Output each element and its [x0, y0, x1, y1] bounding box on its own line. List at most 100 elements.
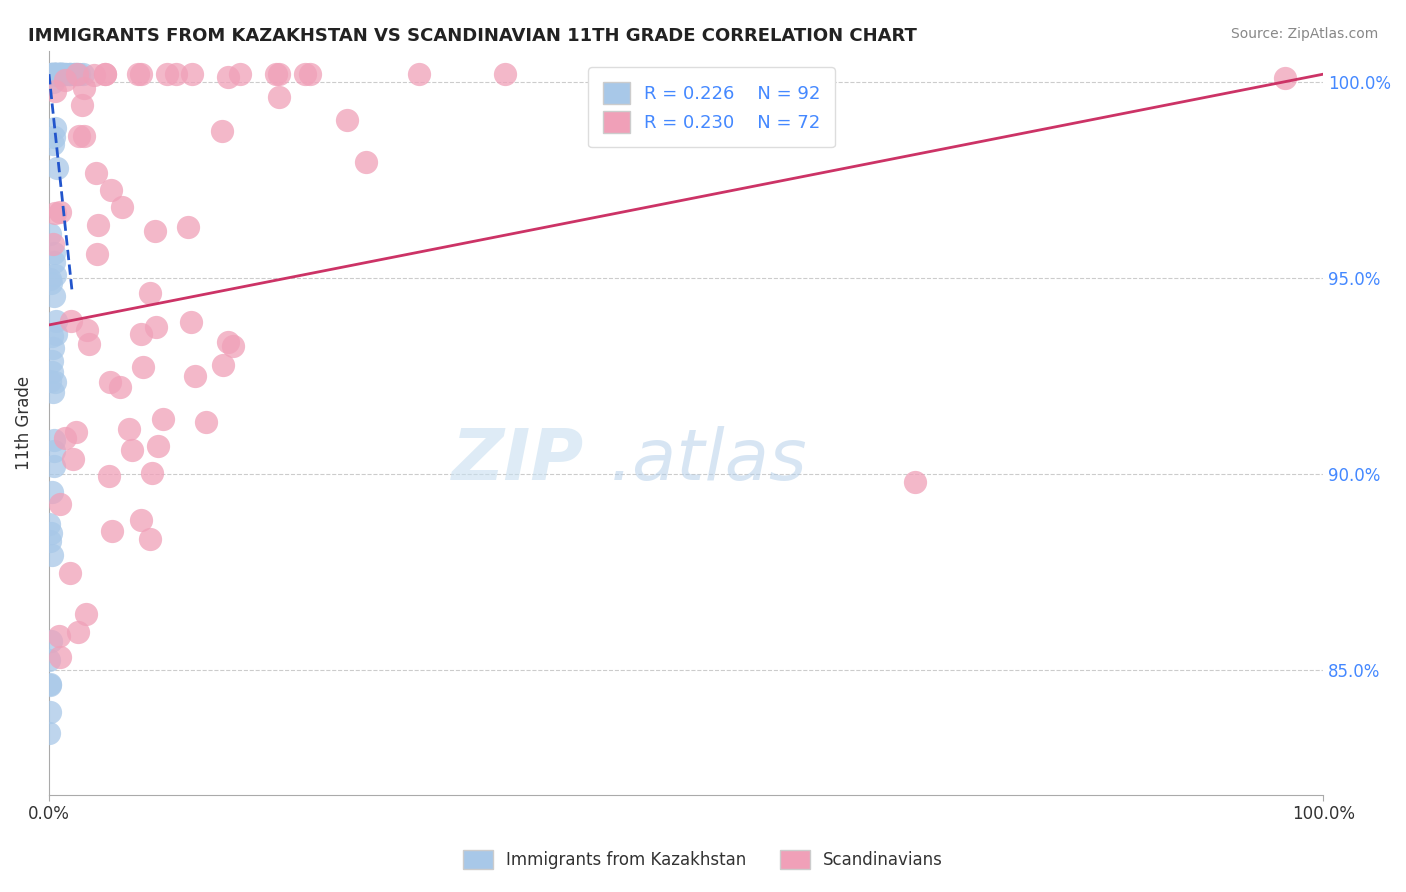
Point	[180, 315, 202, 329]
Point	[49, 67, 72, 81]
Point	[45, 327, 67, 342]
Point	[44, 67, 66, 81]
Point	[42, 67, 65, 81]
Point	[55, 67, 77, 81]
Point	[41, 67, 63, 81]
Point	[298, 67, 321, 81]
Y-axis label: 11th Grade: 11th Grade	[15, 376, 32, 470]
Point	[44, 121, 66, 136]
Point	[42, 236, 65, 251]
Point	[194, 415, 217, 429]
Text: .atlas: .atlas	[610, 425, 807, 494]
Point	[42, 67, 65, 81]
Point	[49, 650, 72, 665]
Point	[45, 67, 67, 81]
Point	[59, 67, 82, 81]
Point	[66, 67, 89, 81]
Point	[72, 81, 94, 95]
Point	[51, 67, 73, 81]
Point	[53, 72, 76, 87]
Point	[46, 67, 69, 81]
Point	[41, 485, 63, 500]
Point	[143, 223, 166, 237]
Point	[48, 497, 70, 511]
Point	[86, 247, 108, 261]
Point	[59, 67, 82, 81]
Point	[264, 67, 287, 81]
Point	[118, 422, 141, 436]
Point	[38, 516, 60, 531]
Point	[39, 374, 62, 388]
Point	[39, 67, 62, 81]
Legend: R = 0.226    N = 92, R = 0.230    N = 72: R = 0.226 N = 92, R = 0.230 N = 72	[588, 67, 835, 147]
Point	[39, 533, 62, 548]
Point	[49, 67, 72, 81]
Point	[52, 67, 75, 81]
Point	[132, 360, 155, 375]
Point	[52, 67, 75, 81]
Point	[75, 607, 97, 622]
Point	[93, 67, 115, 81]
Point	[336, 112, 359, 127]
Point	[156, 67, 179, 81]
Point	[65, 425, 87, 439]
Point	[70, 98, 93, 112]
Point	[48, 67, 70, 81]
Point	[48, 67, 70, 81]
Point	[45, 67, 67, 81]
Point	[211, 123, 233, 137]
Point	[46, 67, 69, 81]
Point	[217, 334, 239, 349]
Point	[83, 68, 105, 82]
Point	[51, 67, 73, 81]
Point	[44, 67, 66, 81]
Point	[53, 432, 76, 446]
Point	[108, 380, 131, 394]
Point	[408, 67, 430, 81]
Point	[44, 289, 66, 303]
Point	[49, 67, 72, 81]
Point	[100, 183, 122, 197]
Point	[45, 161, 67, 176]
Point	[66, 67, 89, 81]
Point	[51, 67, 73, 81]
Text: Source: ZipAtlas.com: Source: ZipAtlas.com	[1230, 27, 1378, 41]
Point	[41, 329, 63, 343]
Point	[39, 526, 62, 541]
Point	[42, 443, 65, 458]
Point	[145, 320, 167, 334]
Point	[59, 566, 82, 580]
Point	[38, 271, 60, 285]
Point	[121, 442, 143, 457]
Point	[63, 67, 86, 81]
Point	[212, 359, 235, 373]
Point	[267, 90, 290, 104]
Point	[53, 67, 76, 81]
Point	[41, 67, 63, 81]
Point	[165, 67, 187, 81]
Point	[904, 475, 927, 489]
Point	[152, 412, 174, 426]
Point	[44, 206, 66, 220]
Point	[39, 634, 62, 648]
Point	[41, 548, 63, 562]
Point	[73, 128, 96, 143]
Point	[97, 468, 120, 483]
Point	[72, 67, 94, 81]
Point	[49, 205, 72, 219]
Point	[494, 67, 516, 81]
Point	[44, 84, 66, 98]
Text: ZIP: ZIP	[451, 425, 583, 494]
Point	[87, 218, 110, 232]
Point	[44, 375, 66, 389]
Point	[139, 533, 162, 547]
Point	[1274, 71, 1296, 86]
Point	[229, 67, 252, 81]
Point	[38, 227, 60, 241]
Point	[48, 67, 70, 81]
Point	[41, 67, 63, 81]
Point	[129, 326, 152, 341]
Point	[48, 67, 70, 81]
Point	[38, 726, 60, 740]
Point	[44, 268, 66, 282]
